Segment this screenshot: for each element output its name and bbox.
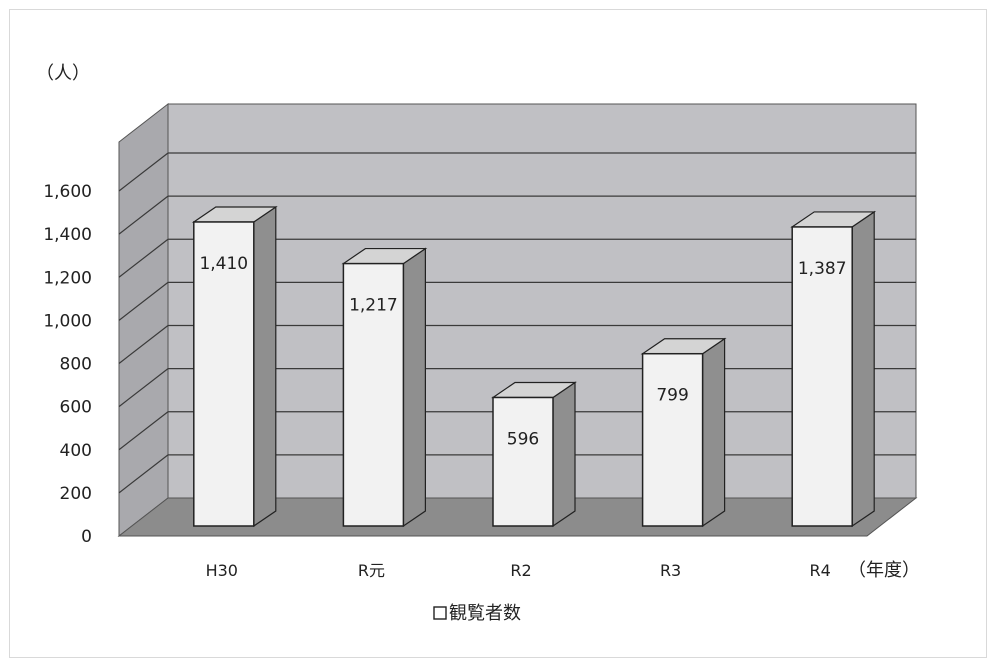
legend-label: 観覧者数: [449, 603, 521, 624]
bar-side: [701, 337, 726, 528]
y-tick-label: 600: [60, 398, 92, 418]
bars: 1,410 1,217 596 799 1,387: [191, 205, 877, 528]
x-category-label: R4: [810, 561, 831, 580]
y-tick-label: 1,600: [43, 182, 92, 202]
side-wall: [118, 102, 169, 538]
data-label: 596: [507, 429, 539, 449]
y-tick-label: 800: [60, 355, 92, 375]
gridline-side: [118, 152, 169, 192]
data-label: 799: [656, 386, 688, 406]
data-label: 1,410: [199, 254, 248, 274]
legend-swatch: [433, 606, 447, 620]
gridline-side: [118, 281, 169, 321]
y-tick-label: 1,000: [43, 311, 92, 331]
bar: 1,217: [341, 247, 428, 528]
x-category-label: R2: [510, 561, 531, 580]
y-tick-label: 200: [60, 484, 92, 504]
x-category-label: R元: [358, 561, 385, 580]
x-category-label: R3: [660, 561, 681, 580]
bar-side: [402, 247, 426, 528]
gridline-side: [118, 368, 169, 408]
legend: 観覧者数: [433, 603, 521, 624]
y-axis-ticks: 0 200 400 600 800 1,000 1,200 1,400 1,600: [43, 182, 92, 547]
x-axis-categories: H30 R元 R2 R3 R4: [206, 561, 831, 580]
bar-side: [851, 210, 875, 528]
bar-side: [253, 205, 277, 528]
gridline-side: [118, 454, 169, 494]
y-tick-label: 400: [60, 441, 92, 461]
gridline-side: [118, 195, 169, 235]
data-label: 1,387: [798, 259, 847, 279]
bar-front: [492, 396, 554, 527]
gridline-side: [118, 325, 169, 364]
x-unit-label: （年度）: [848, 560, 920, 581]
bar-front: [791, 226, 853, 527]
gridline-side: [118, 238, 169, 278]
data-label: 1,217: [349, 296, 398, 316]
x-category-label: H30: [206, 561, 238, 580]
y-unit-label: （人）: [36, 63, 90, 84]
y-tick-label: 1,200: [43, 268, 92, 288]
bar: 799: [640, 337, 727, 528]
bar: 596: [491, 381, 577, 528]
bar-front: [193, 221, 255, 527]
bar-side: [552, 381, 576, 528]
gridline-side: [118, 411, 169, 451]
bar-front: [641, 352, 704, 527]
y-tick-label: 1,400: [43, 225, 92, 245]
bar: 1,410: [191, 205, 278, 528]
bar: 1,387: [790, 210, 877, 528]
y-tick-label: 0: [81, 527, 92, 547]
bar-front: [342, 262, 405, 527]
